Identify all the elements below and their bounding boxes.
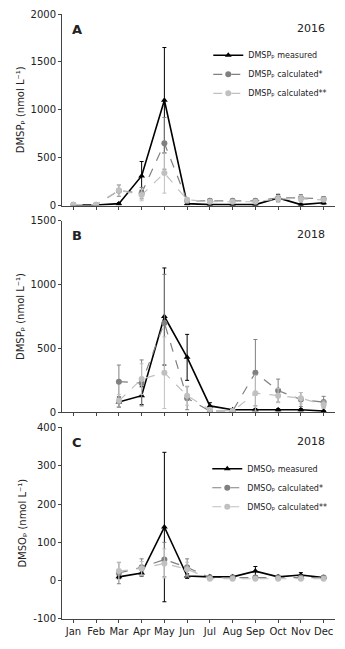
svg-text:200: 200	[37, 499, 56, 510]
svg-text:0: 0	[50, 200, 56, 211]
svg-text:Jun: Jun	[178, 626, 195, 637]
svg-text:DMSPₚ (nmol L⁻¹): DMSPₚ (nmol L⁻¹)	[15, 273, 26, 360]
svg-text:0: 0	[50, 407, 56, 418]
svg-text:DMSOₚ (nmol L⁻¹): DMSOₚ (nmol L⁻¹)	[17, 479, 28, 568]
svg-text:500: 500	[37, 152, 56, 163]
svg-text:500: 500	[37, 343, 56, 354]
svg-text:Apr: Apr	[133, 626, 151, 637]
svg-text:DMSPₚ calculated**: DMSPₚ calculated**	[248, 89, 326, 98]
svg-text:0: 0	[50, 575, 56, 586]
svg-text:2018: 2018	[297, 228, 325, 241]
svg-text:1000: 1000	[31, 279, 56, 290]
svg-text:100: 100	[37, 537, 56, 548]
svg-text:Nov: Nov	[291, 626, 311, 637]
svg-text:1000: 1000	[31, 104, 56, 115]
svg-text:C: C	[72, 435, 82, 450]
svg-text:Jul: Jul	[203, 626, 216, 637]
svg-text:2000: 2000	[31, 9, 56, 20]
svg-text:DMSPₚ measured: DMSPₚ measured	[248, 51, 317, 60]
svg-text:A: A	[72, 22, 82, 37]
svg-text:2016: 2016	[297, 22, 325, 35]
svg-text:-100: -100	[33, 613, 56, 624]
svg-text:DMSOₚ calculated**: DMSOₚ calculated**	[247, 503, 327, 512]
svg-text:400: 400	[37, 422, 56, 433]
svg-text:Mar: Mar	[109, 626, 129, 637]
svg-text:Sep: Sep	[246, 626, 265, 637]
svg-text:DMSOₚ calculated*: DMSOₚ calculated*	[247, 484, 323, 493]
svg-text:DMSOₚ measured: DMSOₚ measured	[247, 465, 317, 474]
svg-text:DMSPₚ (nmol L⁻¹): DMSPₚ (nmol L⁻¹)	[15, 66, 26, 153]
svg-text:Aug: Aug	[223, 626, 243, 637]
svg-text:1500: 1500	[31, 56, 56, 67]
svg-text:May: May	[154, 626, 175, 637]
svg-text:300: 300	[37, 460, 56, 471]
svg-text:Jan: Jan	[65, 626, 81, 637]
svg-text:Feb: Feb	[87, 626, 105, 637]
svg-text:DMSPₚ calculated*: DMSPₚ calculated*	[248, 70, 322, 79]
svg-text:B: B	[72, 228, 82, 243]
svg-text:2018: 2018	[297, 435, 325, 448]
svg-text:Dec: Dec	[314, 626, 333, 637]
svg-text:1500: 1500	[31, 215, 56, 226]
svg-text:Oct: Oct	[269, 626, 286, 637]
